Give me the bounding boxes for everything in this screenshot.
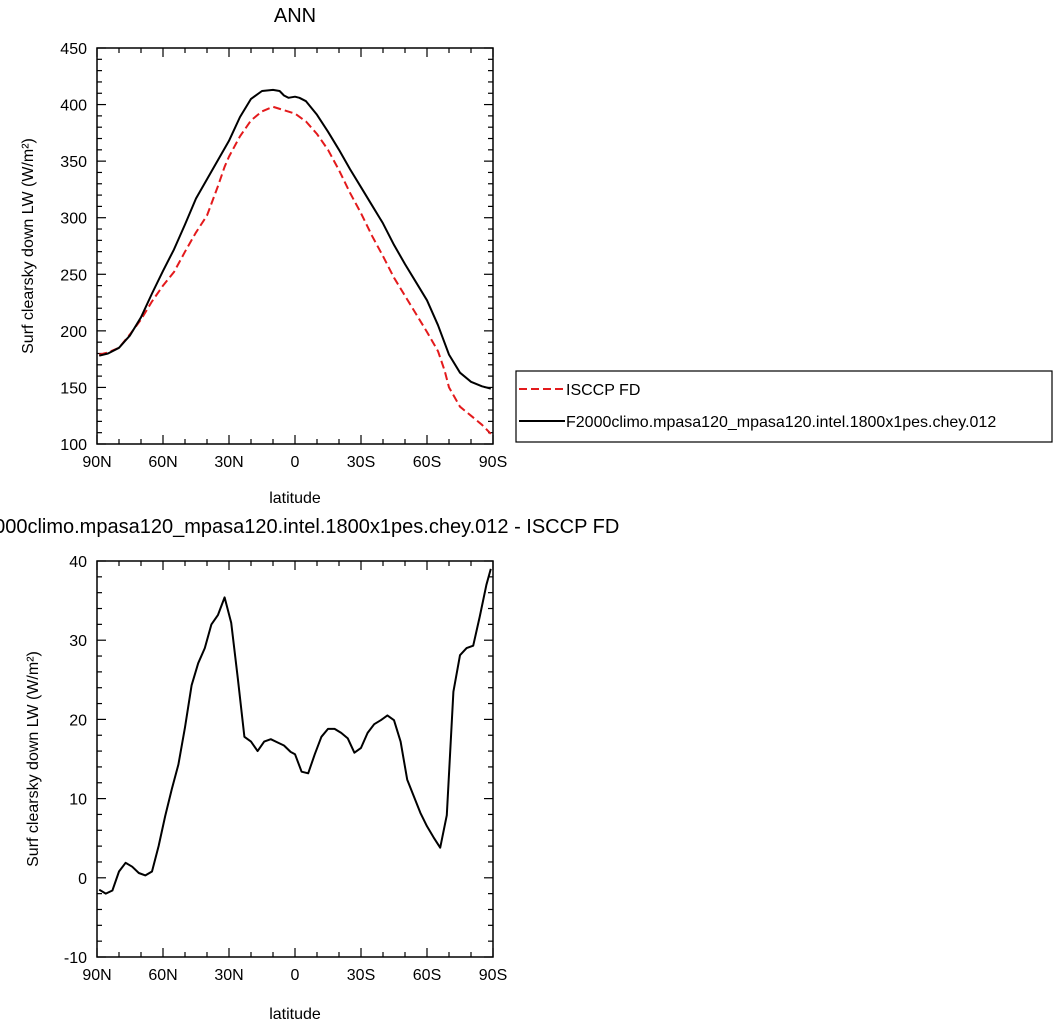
top-legend: ISCCP FD F2000climo.mpasa120_mpasa120.in… bbox=[515, 370, 1053, 443]
x-tick-label: 90N bbox=[82, 967, 111, 984]
bottom-series bbox=[98, 568, 492, 895]
x-tick-label: 0 bbox=[291, 967, 300, 984]
top-chart-title: ANN bbox=[274, 5, 316, 27]
y-tick-label: 250 bbox=[60, 267, 87, 284]
y-tick-label: 400 bbox=[60, 98, 87, 115]
bottom-axes: 90N 60N 30N 0 30S 60S 90S -10 0 10 20 30 40 bbox=[64, 554, 507, 984]
y-tick-label: 0 bbox=[78, 871, 87, 888]
top-axes: 90N 60N 30N 0 30S 60S 90S 100 150 200 250 300 350 400… bbox=[60, 41, 507, 471]
x-tick-label: 30N bbox=[214, 454, 243, 471]
y-tick-label: 350 bbox=[60, 154, 87, 171]
legend-label-f2000climo: F2000climo.mpasa120_mpasa120.intel.1800x… bbox=[566, 414, 996, 431]
y-tick-label: 40 bbox=[69, 554, 87, 571]
top-panel: ANN 90N 60N 30N 0 30S 60S 90S 100 150 200 250 300 35… bbox=[20, 5, 1053, 507]
top-plot-frame bbox=[96, 47, 494, 445]
bottom-chart-title: F2000climo.mpasa120_mpasa120.intel.1800x… bbox=[0, 516, 619, 538]
bottom-x-axis-label: latitude bbox=[269, 1006, 321, 1023]
x-tick-label: 60S bbox=[413, 967, 441, 984]
x-tick-label: 90S bbox=[479, 967, 507, 984]
top-series bbox=[98, 88, 492, 435]
y-tick-label: 100 bbox=[60, 437, 87, 454]
y-tick-label: 30 bbox=[69, 633, 87, 650]
y-tick-label: 300 bbox=[60, 211, 87, 228]
series-line-isccp-fd bbox=[98, 105, 492, 435]
y-tick-label: 450 bbox=[60, 41, 87, 58]
x-tick-label: 30N bbox=[214, 967, 243, 984]
x-tick-label: 90S bbox=[479, 454, 507, 471]
top-x-axis-label: latitude bbox=[269, 490, 321, 507]
x-tick-label: 30S bbox=[347, 454, 375, 471]
bottom-plot-frame bbox=[96, 560, 494, 958]
top-y-axis-label: Surf clearsky down LW (W/m²) bbox=[20, 138, 37, 354]
x-tick-label: 60S bbox=[413, 454, 441, 471]
x-tick-label: 90N bbox=[82, 454, 111, 471]
x-tick-label: 60N bbox=[148, 454, 177, 471]
legend-box bbox=[515, 370, 1053, 443]
x-tick-label: 60N bbox=[148, 967, 177, 984]
bottom-y-axis-label: Surf clearsky down LW (W/m²) bbox=[25, 651, 42, 867]
y-tick-label: 150 bbox=[60, 380, 87, 397]
y-tick-label: 200 bbox=[60, 324, 87, 341]
x-tick-label: 30S bbox=[347, 967, 375, 984]
y-tick-label: 20 bbox=[69, 712, 87, 729]
bottom-panel: F2000climo.mpasa120_mpasa120.intel.1800x… bbox=[0, 516, 619, 1023]
series-line-f2000climo bbox=[98, 88, 492, 390]
x-tick-label: 0 bbox=[291, 454, 300, 471]
y-tick-label: 10 bbox=[69, 792, 87, 809]
y-tick-label: -10 bbox=[64, 950, 87, 967]
legend-label-isccp-fd: ISCCP FD bbox=[566, 382, 640, 399]
series-line-difference bbox=[98, 568, 492, 895]
